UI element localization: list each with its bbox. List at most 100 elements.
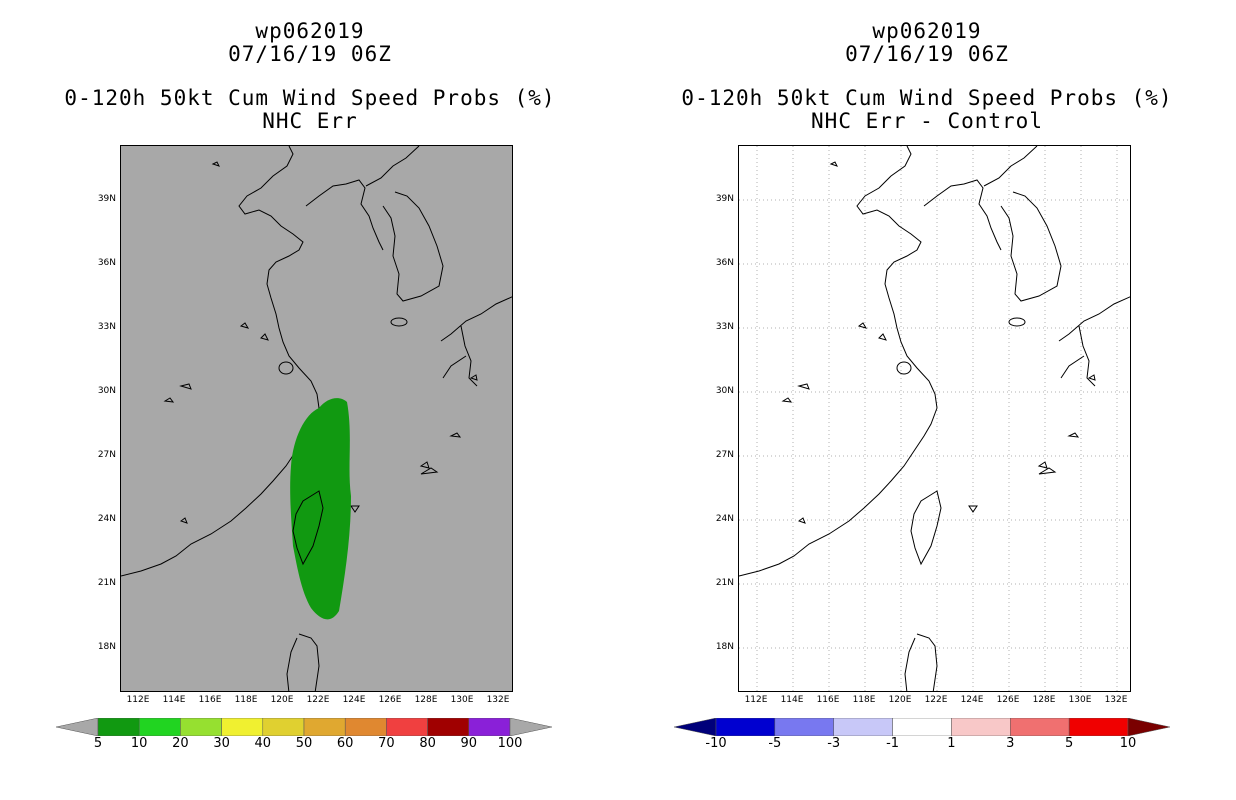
right-colorbar-swatch xyxy=(1068,718,1129,736)
left-coastlines xyxy=(121,146,512,691)
lat-label: 39N xyxy=(715,194,734,204)
lon-label: 126E xyxy=(996,695,1020,705)
left-colorbar-label: 30 xyxy=(213,736,230,751)
right-colorbar-label: -1 xyxy=(886,736,900,751)
lon-label: 114E xyxy=(162,695,186,705)
right-map-panel xyxy=(738,145,1131,692)
lat-label: 24N xyxy=(97,514,116,524)
right-colorbar xyxy=(674,718,1171,736)
lat-label: 33N xyxy=(715,322,734,332)
lat-label: 27N xyxy=(97,450,116,460)
right-lake-2 xyxy=(1008,317,1026,327)
lat-label: 21N xyxy=(97,578,116,588)
lat-label: 21N xyxy=(715,578,734,588)
left-colorbar-label: 90 xyxy=(460,736,478,751)
lat-label: 30N xyxy=(97,386,116,396)
left-china-coast xyxy=(121,146,320,577)
left-colorbar-swatch xyxy=(97,718,140,736)
right-subtitle: NHC Err - Control xyxy=(811,109,1043,133)
right-colorbar-swatch xyxy=(774,718,834,736)
left-colorbar-swatch xyxy=(303,718,346,736)
left-islands xyxy=(163,161,478,524)
left-colorbar-label: 100 xyxy=(497,736,523,751)
left-colorbar-label: 60 xyxy=(336,736,354,751)
left-bohai-coast xyxy=(305,179,384,251)
right-title-block: wp062019 07/16/19 06Z 0-120h 50kt Cum Wi… xyxy=(627,20,1227,133)
right-korea xyxy=(983,146,1062,302)
right-colorbar-label: 10 xyxy=(1119,736,1137,751)
probability-swath xyxy=(290,398,351,620)
lon-label: 112E xyxy=(744,695,768,705)
right-luzon xyxy=(904,633,938,691)
lon-label: 114E xyxy=(780,695,804,705)
right-colorbar-swatch xyxy=(833,718,893,736)
left-storm-id: wp062019 xyxy=(255,19,365,43)
right-colorbar-label: 1 xyxy=(947,736,956,751)
left-luzon xyxy=(286,633,320,691)
lat-label: 33N xyxy=(97,322,116,332)
left-title-block: wp062019 07/16/19 06Z 0-120h 50kt Cum Wi… xyxy=(10,20,610,133)
right-islands xyxy=(781,161,1096,524)
lat-label: 24N xyxy=(715,514,734,524)
lon-label: 130E xyxy=(1068,695,1092,705)
taiwan-overlay xyxy=(292,490,324,566)
right-taiwan xyxy=(910,490,942,566)
lon-label: 120E xyxy=(270,695,294,705)
left-colorbar-swatch xyxy=(221,718,264,736)
lat-label: 36N xyxy=(715,258,734,268)
lon-label: 128E xyxy=(414,695,438,705)
left-colorbar-label: 5 xyxy=(93,736,103,751)
right-product-title: 0-120h 50kt Cum Wind Speed Probs (%) xyxy=(681,86,1173,110)
left-colorbar-over-triangle xyxy=(509,718,553,736)
left-japan xyxy=(440,296,512,387)
right-colorbar-label: -3 xyxy=(827,736,841,751)
lon-label: 116E xyxy=(816,695,840,705)
right-colorbar-label: 5 xyxy=(1065,736,1074,751)
lon-label: 120E xyxy=(888,695,912,705)
lat-label: 18N xyxy=(715,642,734,652)
left-map-svg xyxy=(121,146,512,691)
right-colorbar-label: -5 xyxy=(768,736,782,751)
left-map-panel xyxy=(120,145,513,692)
left-lake-2 xyxy=(390,317,408,327)
right-colorbar-label: 3 xyxy=(1006,736,1015,751)
left-korea xyxy=(365,146,444,302)
left-colorbar-swatch xyxy=(180,718,222,736)
lon-label: 124E xyxy=(960,695,984,705)
lon-label: 130E xyxy=(450,695,474,705)
left-colorbar-label: 80 xyxy=(419,736,436,751)
left-colorbar-label: 20 xyxy=(172,736,189,751)
left-colorbar-label: 10 xyxy=(130,736,148,751)
lat-label: 36N xyxy=(97,258,116,268)
left-lake xyxy=(278,361,294,375)
right-lake xyxy=(896,361,912,375)
lon-label: 132E xyxy=(486,695,510,705)
lon-label: 112E xyxy=(126,695,150,705)
lon-label: 122E xyxy=(924,695,948,705)
left-colorbar-swatch xyxy=(386,718,428,736)
left-subtitle: NHC Err xyxy=(262,109,358,133)
left-colorbar-under-triangle xyxy=(56,718,99,736)
left-colorbar-swatch xyxy=(427,718,470,736)
lat-label: 30N xyxy=(715,386,734,396)
right-colorbar-over-triangle xyxy=(1127,718,1171,736)
left-colorbar-swatch xyxy=(138,718,181,736)
right-china-coast xyxy=(739,146,938,577)
right-map-svg xyxy=(739,146,1130,691)
lon-label: 126E xyxy=(378,695,402,705)
lon-label: 128E xyxy=(1032,695,1056,705)
right-colorbar-swatch xyxy=(1010,718,1070,736)
left-colorbar-label: 70 xyxy=(378,736,395,751)
right-bohai-coast xyxy=(923,179,1002,251)
left-colorbar-label: 50 xyxy=(295,736,313,751)
lon-label: 122E xyxy=(306,695,330,705)
right-date: 07/16/19 06Z xyxy=(845,42,1009,66)
left-colorbar-swatch xyxy=(344,718,387,736)
right-gridlines xyxy=(739,146,1130,691)
left-colorbar-swatch xyxy=(468,718,511,736)
lon-label: 118E xyxy=(234,695,258,705)
right-japan xyxy=(1058,296,1130,387)
left-colorbar-label: 40 xyxy=(254,736,272,751)
right-storm-id: wp062019 xyxy=(872,19,982,43)
lat-label: 39N xyxy=(97,194,116,204)
